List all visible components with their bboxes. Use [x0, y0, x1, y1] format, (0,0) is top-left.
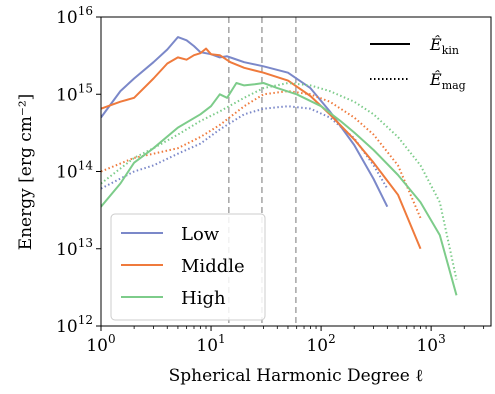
high-kin-line — [101, 82, 458, 296]
series-legend: Low Middle High — [110, 213, 266, 321]
series-legend-box — [110, 213, 266, 321]
line-style-legend: Êkin Êmag — [370, 34, 466, 92]
x-tick-label: 103 — [416, 332, 445, 356]
magnetic-legend-label: Êmag — [429, 69, 466, 92]
kinetic-legend-label: Êkin — [429, 34, 459, 57]
legend-label-high: High — [181, 288, 226, 309]
x-axis-label: Spherical Harmonic Degree ℓ — [169, 366, 424, 386]
legend-label-middle: Middle — [181, 256, 245, 277]
legend-label-low: Low — [181, 224, 220, 245]
x-tick-label: 102 — [306, 332, 335, 356]
y-tick-label: 1015 — [56, 81, 93, 105]
y-axis-label: Energy [erg cm⁻²] — [16, 94, 36, 251]
x-tick-label: 101 — [196, 332, 225, 356]
middle-kin-line — [101, 47, 422, 250]
y-tick-label: 1013 — [56, 236, 93, 260]
y-tick-label: 1014 — [56, 159, 93, 183]
y-tick-label: 1016 — [56, 4, 93, 28]
middle-mag-line — [101, 90, 422, 219]
y-tick-label: 1012 — [56, 313, 93, 337]
x-tick-label: 100 — [86, 332, 115, 356]
low-mag-line — [101, 105, 389, 190]
low-kin-line — [101, 36, 389, 208]
